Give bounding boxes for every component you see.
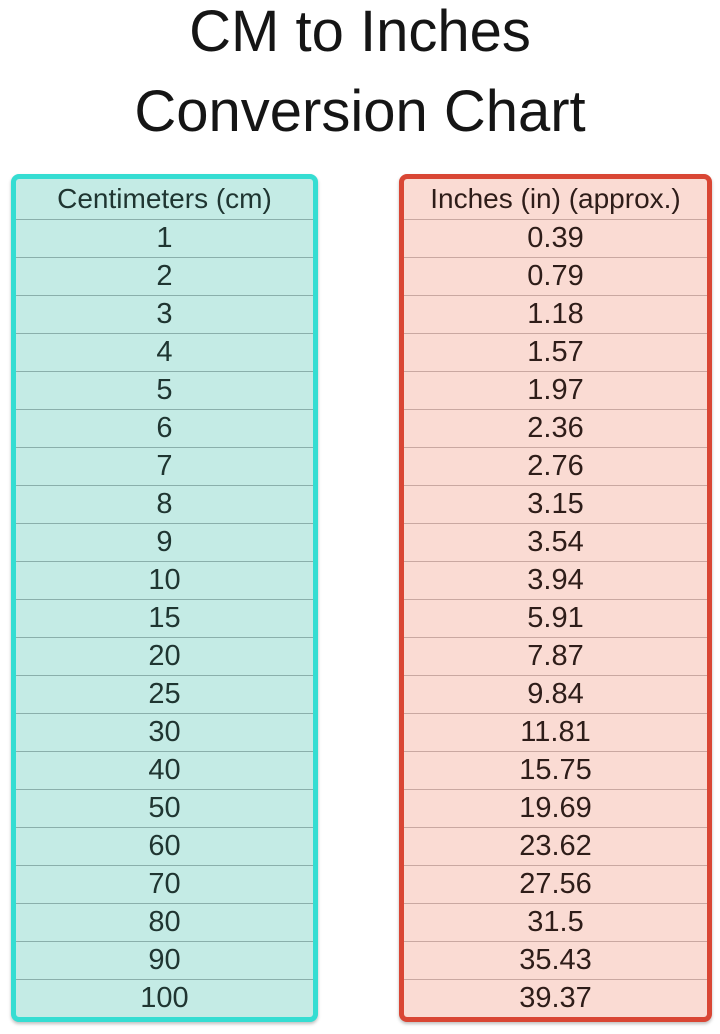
inches-cell: 15.75 <box>404 750 707 789</box>
centimeters-cell: 5 <box>16 370 313 409</box>
inches-cell: 1.97 <box>404 370 707 409</box>
page-title: CM to Inches Conversion Chart <box>0 0 720 152</box>
title-line-2: Conversion Chart <box>134 79 586 144</box>
inches-cell: 7.87 <box>404 636 707 675</box>
centimeters-cell: 30 <box>16 712 313 751</box>
centimeters-cell: 2 <box>16 256 313 295</box>
centimeters-cell: 25 <box>16 674 313 713</box>
centimeters-cell: 100 <box>16 978 313 1017</box>
inches-table-header: Inches (in) (approx.) <box>430 182 681 214</box>
centimeters-cell: 80 <box>16 902 313 941</box>
inches-cell: 1.18 <box>404 294 707 333</box>
centimeters-cell: 9 <box>16 522 313 561</box>
centimeters-cell: 15 <box>16 598 313 637</box>
inches-cell: 35.43 <box>404 940 707 979</box>
centimeters-cell: 90 <box>16 940 313 979</box>
inches-cell: 23.62 <box>404 826 707 865</box>
inches-cell: 2.76 <box>404 446 707 485</box>
centimeters-cell: 60 <box>16 826 313 865</box>
inches-cell: 0.79 <box>404 256 707 295</box>
inches-cell: 0.39 <box>404 218 707 257</box>
inches-cell: 9.84 <box>404 674 707 713</box>
centimeters-cell: 10 <box>16 560 313 599</box>
centimeters-table: Centimeters (cm) 1 2 3 4 5 6 7 8 9 10 15 20 25 30 40 50… <box>11 174 318 1022</box>
centimeters-table-header: Centimeters (cm) <box>57 182 272 214</box>
inches-cell: 5.91 <box>404 598 707 637</box>
centimeters-cell: 4 <box>16 332 313 371</box>
centimeters-cell: 20 <box>16 636 313 675</box>
inches-cell: 27.56 <box>404 864 707 903</box>
inches-cell: 3.54 <box>404 522 707 561</box>
centimeters-cell: 7 <box>16 446 313 485</box>
centimeters-cell: 6 <box>16 408 313 447</box>
centimeters-cell: 1 <box>16 218 313 257</box>
inches-cell: 31.5 <box>404 902 707 941</box>
inches-cell: 1.57 <box>404 332 707 371</box>
inches-cell: 11.81 <box>404 712 707 751</box>
inches-table: Inches (in) (approx.) 0.39 0.79 1.18 1.57 1.… <box>399 174 712 1022</box>
centimeters-cell: 3 <box>16 294 313 333</box>
centimeters-cell: 50 <box>16 788 313 827</box>
inches-cell: 3.15 <box>404 484 707 523</box>
centimeters-cell: 40 <box>16 750 313 789</box>
centimeters-cell: 70 <box>16 864 313 903</box>
centimeters-cell: 8 <box>16 484 313 523</box>
inches-cell: 39.37 <box>404 978 707 1017</box>
inches-cell: 2.36 <box>404 408 707 447</box>
inches-cell: 3.94 <box>404 560 707 599</box>
title-line-1: CM to Inches <box>189 0 531 64</box>
inches-cell: 19.69 <box>404 788 707 827</box>
